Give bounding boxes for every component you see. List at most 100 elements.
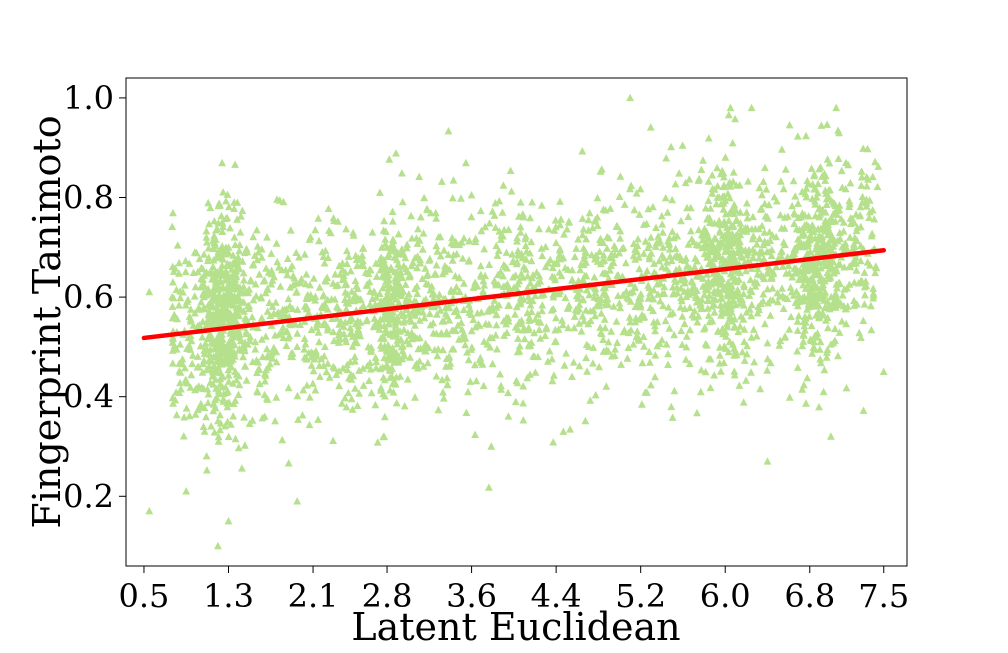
scatter-point <box>840 263 849 271</box>
scatter-point <box>347 287 356 295</box>
scatter-point <box>201 339 210 347</box>
scatter-point <box>717 367 725 375</box>
scatter-point <box>544 259 552 267</box>
scatter-point <box>381 235 390 243</box>
scatter-point <box>273 257 282 266</box>
scatter-point <box>229 412 238 420</box>
scatter-point <box>767 251 776 259</box>
scatter-point <box>593 294 602 302</box>
scatter-point <box>371 400 380 409</box>
scatter-point <box>668 195 676 204</box>
scatter-point <box>400 316 409 324</box>
scatter-point <box>649 202 657 211</box>
scatter-point <box>601 283 609 291</box>
scatter-point <box>182 404 191 412</box>
scatter-point <box>523 284 532 292</box>
scatter-point <box>204 244 213 252</box>
scatter-point <box>198 368 207 376</box>
scatter-point <box>332 281 341 290</box>
scatter-point <box>387 330 395 338</box>
scatter-point <box>202 321 211 329</box>
scatter-point <box>471 234 480 242</box>
scatter-point <box>449 250 458 259</box>
scatter-point <box>814 179 822 188</box>
scatter-point <box>816 355 825 363</box>
scatter-point <box>787 312 795 321</box>
scatter-point <box>329 436 337 444</box>
scatter-point <box>185 259 194 267</box>
scatter-point <box>855 328 864 337</box>
scatter-point <box>711 235 720 243</box>
scatter-point <box>240 413 248 421</box>
scatter-point <box>727 301 736 310</box>
scatter-point <box>794 199 802 207</box>
scatter-point <box>831 336 839 344</box>
scatter-point <box>219 295 228 303</box>
scatter-point <box>729 340 737 348</box>
scatter-point <box>739 398 748 406</box>
scatter-point <box>638 400 646 408</box>
scatter-point <box>179 432 188 440</box>
scatter-point <box>348 405 357 413</box>
scatter-point <box>798 385 807 393</box>
scatter-point <box>635 334 643 343</box>
scatter-point <box>723 281 731 290</box>
scatter-point <box>189 268 198 276</box>
scatter-point <box>704 285 712 294</box>
scatter-point <box>359 364 367 372</box>
scatter-point <box>405 310 413 318</box>
scatter-point <box>730 200 739 209</box>
scatter-point <box>471 360 479 369</box>
scatter-point <box>659 301 667 310</box>
scatter-point <box>730 253 739 261</box>
scatter-point <box>418 274 427 282</box>
scatter-point <box>824 323 832 332</box>
scatter-point <box>413 289 422 297</box>
scatter-point <box>603 244 611 252</box>
scatter-point <box>519 382 528 390</box>
scatter-point <box>223 261 231 269</box>
scatter-point <box>253 387 262 395</box>
scatter-point <box>718 324 727 333</box>
scatter-point <box>755 234 764 242</box>
scatter-point <box>740 337 749 345</box>
y-tick-label: 0.2 <box>63 477 114 515</box>
scatter-point <box>249 296 258 304</box>
scatter-point <box>550 259 558 267</box>
scatter-point <box>348 332 357 340</box>
scatter-point <box>578 312 587 320</box>
scatter-point <box>407 211 415 220</box>
scatter-point <box>823 155 832 163</box>
scatter-point <box>718 240 727 248</box>
scatter-point <box>869 294 878 302</box>
scatter-point <box>616 234 624 242</box>
scatter-point <box>596 323 605 331</box>
scatter-point <box>381 314 390 322</box>
scatter-point <box>743 224 752 232</box>
scatter-point <box>513 233 521 242</box>
scatter-point <box>209 310 217 318</box>
scatter-point <box>724 110 733 119</box>
scatter-point <box>370 314 379 322</box>
scatter-point <box>693 286 701 294</box>
scatter-point <box>294 415 302 423</box>
scatter-point <box>838 317 846 325</box>
scatter-point <box>505 284 514 292</box>
scatter-point <box>846 262 855 271</box>
scatter-point <box>726 103 735 112</box>
scatter-point <box>295 253 303 261</box>
scatter-point <box>477 308 486 316</box>
scatter-point <box>710 219 719 227</box>
scatter-point <box>645 347 654 355</box>
scatter-point <box>730 371 739 379</box>
scatter-point <box>205 219 213 228</box>
scatter-point <box>599 289 608 297</box>
scatter-point <box>765 200 773 209</box>
scatter-point <box>825 301 834 309</box>
scatter-point <box>745 291 754 299</box>
scatter-point <box>840 285 849 293</box>
scatter-point <box>436 232 445 241</box>
scatter-point <box>874 162 883 170</box>
scatter-point <box>487 442 496 450</box>
scatter-point <box>242 376 251 384</box>
